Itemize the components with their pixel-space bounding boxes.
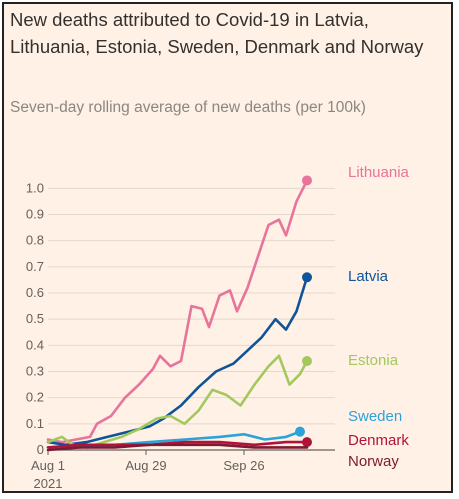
series-line-estonia <box>46 354 309 449</box>
x-tick-label-year: 2021 <box>34 476 63 491</box>
y-tick-label: 0.4 <box>26 337 44 352</box>
series-label-latvia: Latvia <box>348 268 389 285</box>
series-line-lithuania <box>46 179 309 444</box>
axis-labels: 0 0.1 0.2 0.3 0.4 0.5 0.6 0.7 0.8 0.9 1.0 Aug 1 2021… <box>26 180 265 491</box>
series-end-marker-denmark <box>302 437 312 448</box>
y-tick-label: 0.2 <box>26 390 44 405</box>
series-label-estonia: Estonia <box>348 352 399 369</box>
x-tick-label: Aug 1 <box>31 458 65 473</box>
x-tick-label: Sep 26 <box>223 458 264 473</box>
series-label-sweden: Sweden <box>348 408 402 425</box>
y-tick-label: 0 <box>37 442 44 457</box>
series-label-norway: Norway <box>348 453 399 470</box>
y-tick-label: 0.8 <box>26 233 44 248</box>
y-tick-label: 0.7 <box>26 259 44 274</box>
chart-title: New deaths attributed to Covid-19 in Lat… <box>10 9 424 57</box>
series-labels: Lithuania Latvia Estonia Sweden Denmark Norwa… <box>348 164 410 470</box>
series-end-marker-sweden <box>295 426 305 437</box>
y-tick-label: 0.1 <box>26 416 44 431</box>
y-tick-label: 0.6 <box>26 285 44 300</box>
y-tick-label: 1.0 <box>26 180 44 195</box>
series-line-norway <box>46 443 309 452</box>
y-tick-label: 0.5 <box>26 311 44 326</box>
y-tick-label: 0.9 <box>26 206 44 221</box>
series-label-denmark: Denmark <box>348 432 409 449</box>
series-label-lithuania: Lithuania <box>348 164 410 181</box>
chart-subtitle: Seven-day rolling average of new deaths … <box>10 99 366 116</box>
y-tick-label: 0.3 <box>26 363 44 378</box>
series-end-marker-estonia <box>302 356 312 367</box>
chart-frame <box>2 2 453 493</box>
x-tick-label: Aug 29 <box>125 458 166 473</box>
series-lines <box>46 175 312 452</box>
series-end-marker-latvia <box>302 272 312 283</box>
series-line-latvia <box>46 276 309 447</box>
gridlines <box>48 187 335 451</box>
series-line-denmark <box>46 440 309 449</box>
series-end-marker-lithuania <box>302 175 312 186</box>
